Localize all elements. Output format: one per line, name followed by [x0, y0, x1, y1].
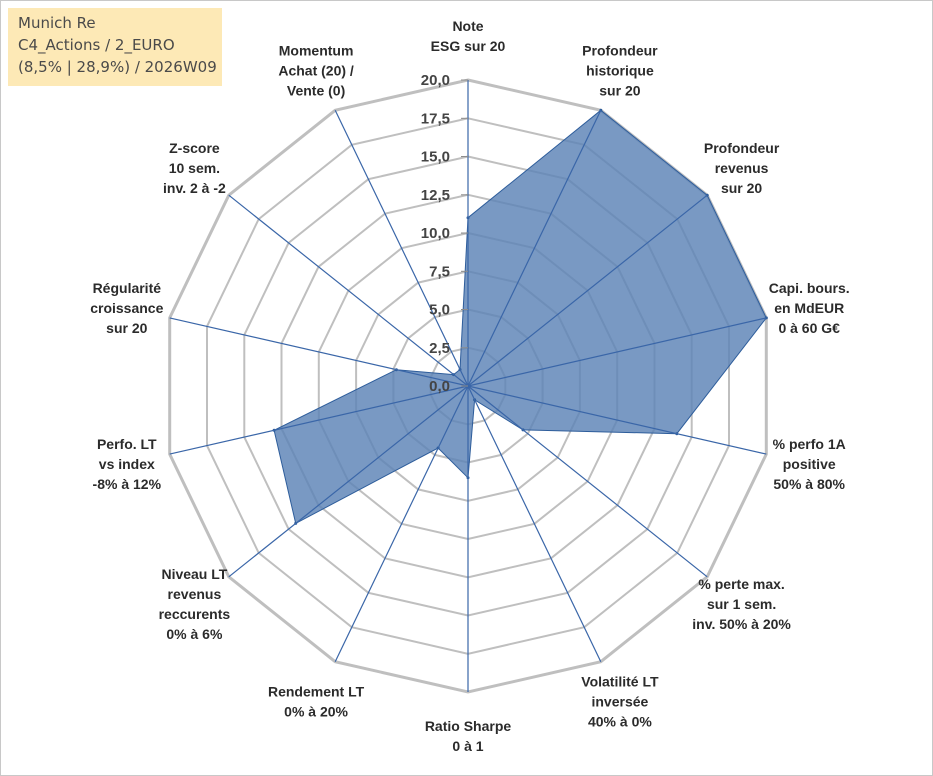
axis-label: inversée	[591, 693, 648, 709]
axis-label: Niveau LT	[161, 566, 227, 582]
axis-label: 50% à 80%	[773, 476, 845, 492]
tick-label: 15,0	[421, 149, 450, 166]
axis-label: 0 à 1	[452, 738, 483, 754]
axis-label-group: Ratio Sharpe 0 à 1	[425, 718, 512, 754]
axis-label: ESG sur 20	[431, 38, 506, 54]
axis-label-group: Momentum Achat (20) / Vente (0)	[278, 43, 354, 99]
radar-tick-labels: 0,0 2,5 5,0 7,5 10,0 12,5 15,0 17,5 20,0	[421, 72, 468, 395]
axis-label: Vente (0)	[287, 83, 345, 99]
axis-spoke	[467, 317, 767, 387]
axis-label-group: Capi. bours. en MdEUR 0 à 60 G€	[769, 280, 850, 336]
axis-label: croissance	[90, 300, 163, 316]
axis-label: revenus	[168, 586, 222, 602]
axis-label: inv. 2 à -2	[163, 180, 226, 196]
axis-label: vs index	[99, 456, 155, 472]
axis-label-group: Note ESG sur 20	[431, 18, 506, 54]
axis-spoke	[228, 385, 469, 578]
axis-label: 0% à 20%	[284, 703, 348, 719]
tick-label: 17,5	[421, 110, 450, 127]
axis-label: Profondeur	[704, 140, 780, 156]
tick-label: 2,5	[429, 340, 450, 357]
axis-label: sur 20	[599, 83, 640, 99]
axis-spoke	[169, 385, 469, 455]
axis-label: sur 20	[106, 320, 147, 336]
axis-spoke	[467, 385, 602, 662]
axis-label: inv. 50% à 20%	[692, 616, 791, 632]
tick-label: 12,5	[421, 187, 450, 204]
axis-label: historique	[586, 63, 654, 79]
axis-spoke	[169, 317, 469, 387]
axis-label: Achat (20) /	[278, 63, 354, 79]
title-line-company: Munich Re	[18, 14, 96, 32]
axis-label-group: % perfo 1A positive 50% à 80%	[773, 436, 846, 492]
axis-label: Régularité	[93, 280, 162, 296]
axis-label-group: Profondeur revenus sur 20	[704, 140, 780, 196]
axis-label-group: Volatilité LT inversée 40% à 0%	[581, 673, 659, 729]
axis-label: en MdEUR	[774, 300, 844, 316]
axis-spoke	[467, 385, 767, 455]
axis-label: % perfo 1A	[773, 436, 846, 452]
axis-label: 40% à 0%	[588, 713, 652, 729]
axis-label-group: Niveau LT revenus reccurents 0% à 6%	[159, 566, 231, 642]
axis-label-group: Profondeur historique sur 20	[582, 43, 658, 99]
axis-spoke	[467, 110, 602, 387]
axis-spoke	[334, 110, 469, 387]
axis-label-group: Z-score 10 sem. inv. 2 à -2	[163, 140, 226, 196]
axis-spoke	[228, 194, 469, 387]
series-area	[273, 109, 767, 525]
axis-label: reccurents	[159, 606, 231, 622]
tick-label: 5,0	[429, 302, 450, 319]
axis-label: Ratio Sharpe	[425, 718, 512, 734]
radar-spokes	[169, 80, 767, 692]
axis-label: Note	[452, 18, 483, 34]
axis-label: Capi. bours.	[769, 280, 850, 296]
axis-label: Profondeur	[582, 43, 658, 59]
tick-label: 7,5	[429, 263, 450, 280]
axis-label-group: % perte max. sur 1 sem. inv. 50% à 20%	[692, 576, 791, 632]
axis-label: positive	[783, 456, 836, 472]
chart-title-box: Munich Re C4_Actions / 2_EURO (8,5% | 28…	[8, 8, 222, 86]
tick-label: 0,0	[429, 378, 450, 395]
axis-label: % perte max.	[698, 576, 784, 592]
axis-spoke	[467, 194, 708, 387]
axis-label: sur 20	[721, 180, 762, 196]
axis-label: 10 sem.	[169, 160, 220, 176]
axis-spoke	[334, 385, 469, 662]
axis-label: sur 1 sem.	[707, 596, 776, 612]
axis-label-group: Rendement LT 0% à 20%	[268, 683, 365, 719]
axis-label: Rendement LT	[268, 683, 365, 699]
axis-label: Volatilité LT	[581, 673, 659, 689]
radar-series	[272, 108, 768, 525]
axis-label-group: Perfo. LT vs index -8% à 12%	[93, 436, 162, 492]
tick-label: 20,0	[421, 72, 450, 89]
title-line-category: C4_Actions / 2_EURO	[18, 36, 175, 54]
radar-axis-labels: Note ESG sur 20 Profondeur historique sur 20…	[90, 18, 849, 754]
axis-label-group: Régularité croissance sur 20	[90, 280, 163, 336]
axis-label: Perfo. LT	[97, 436, 157, 452]
axis-label: 0 à 60 G€	[778, 320, 840, 336]
title-line-stats: (8,5% | 28,9%) / 2026W09	[18, 58, 217, 76]
axis-label: Momentum	[279, 43, 354, 59]
axis-label: 0% à 6%	[166, 626, 223, 642]
axis-label: -8% à 12%	[93, 476, 162, 492]
axis-spoke	[467, 385, 708, 578]
axis-label: revenus	[715, 160, 769, 176]
axis-label: Z-score	[169, 140, 220, 156]
tick-label: 10,0	[421, 225, 450, 242]
